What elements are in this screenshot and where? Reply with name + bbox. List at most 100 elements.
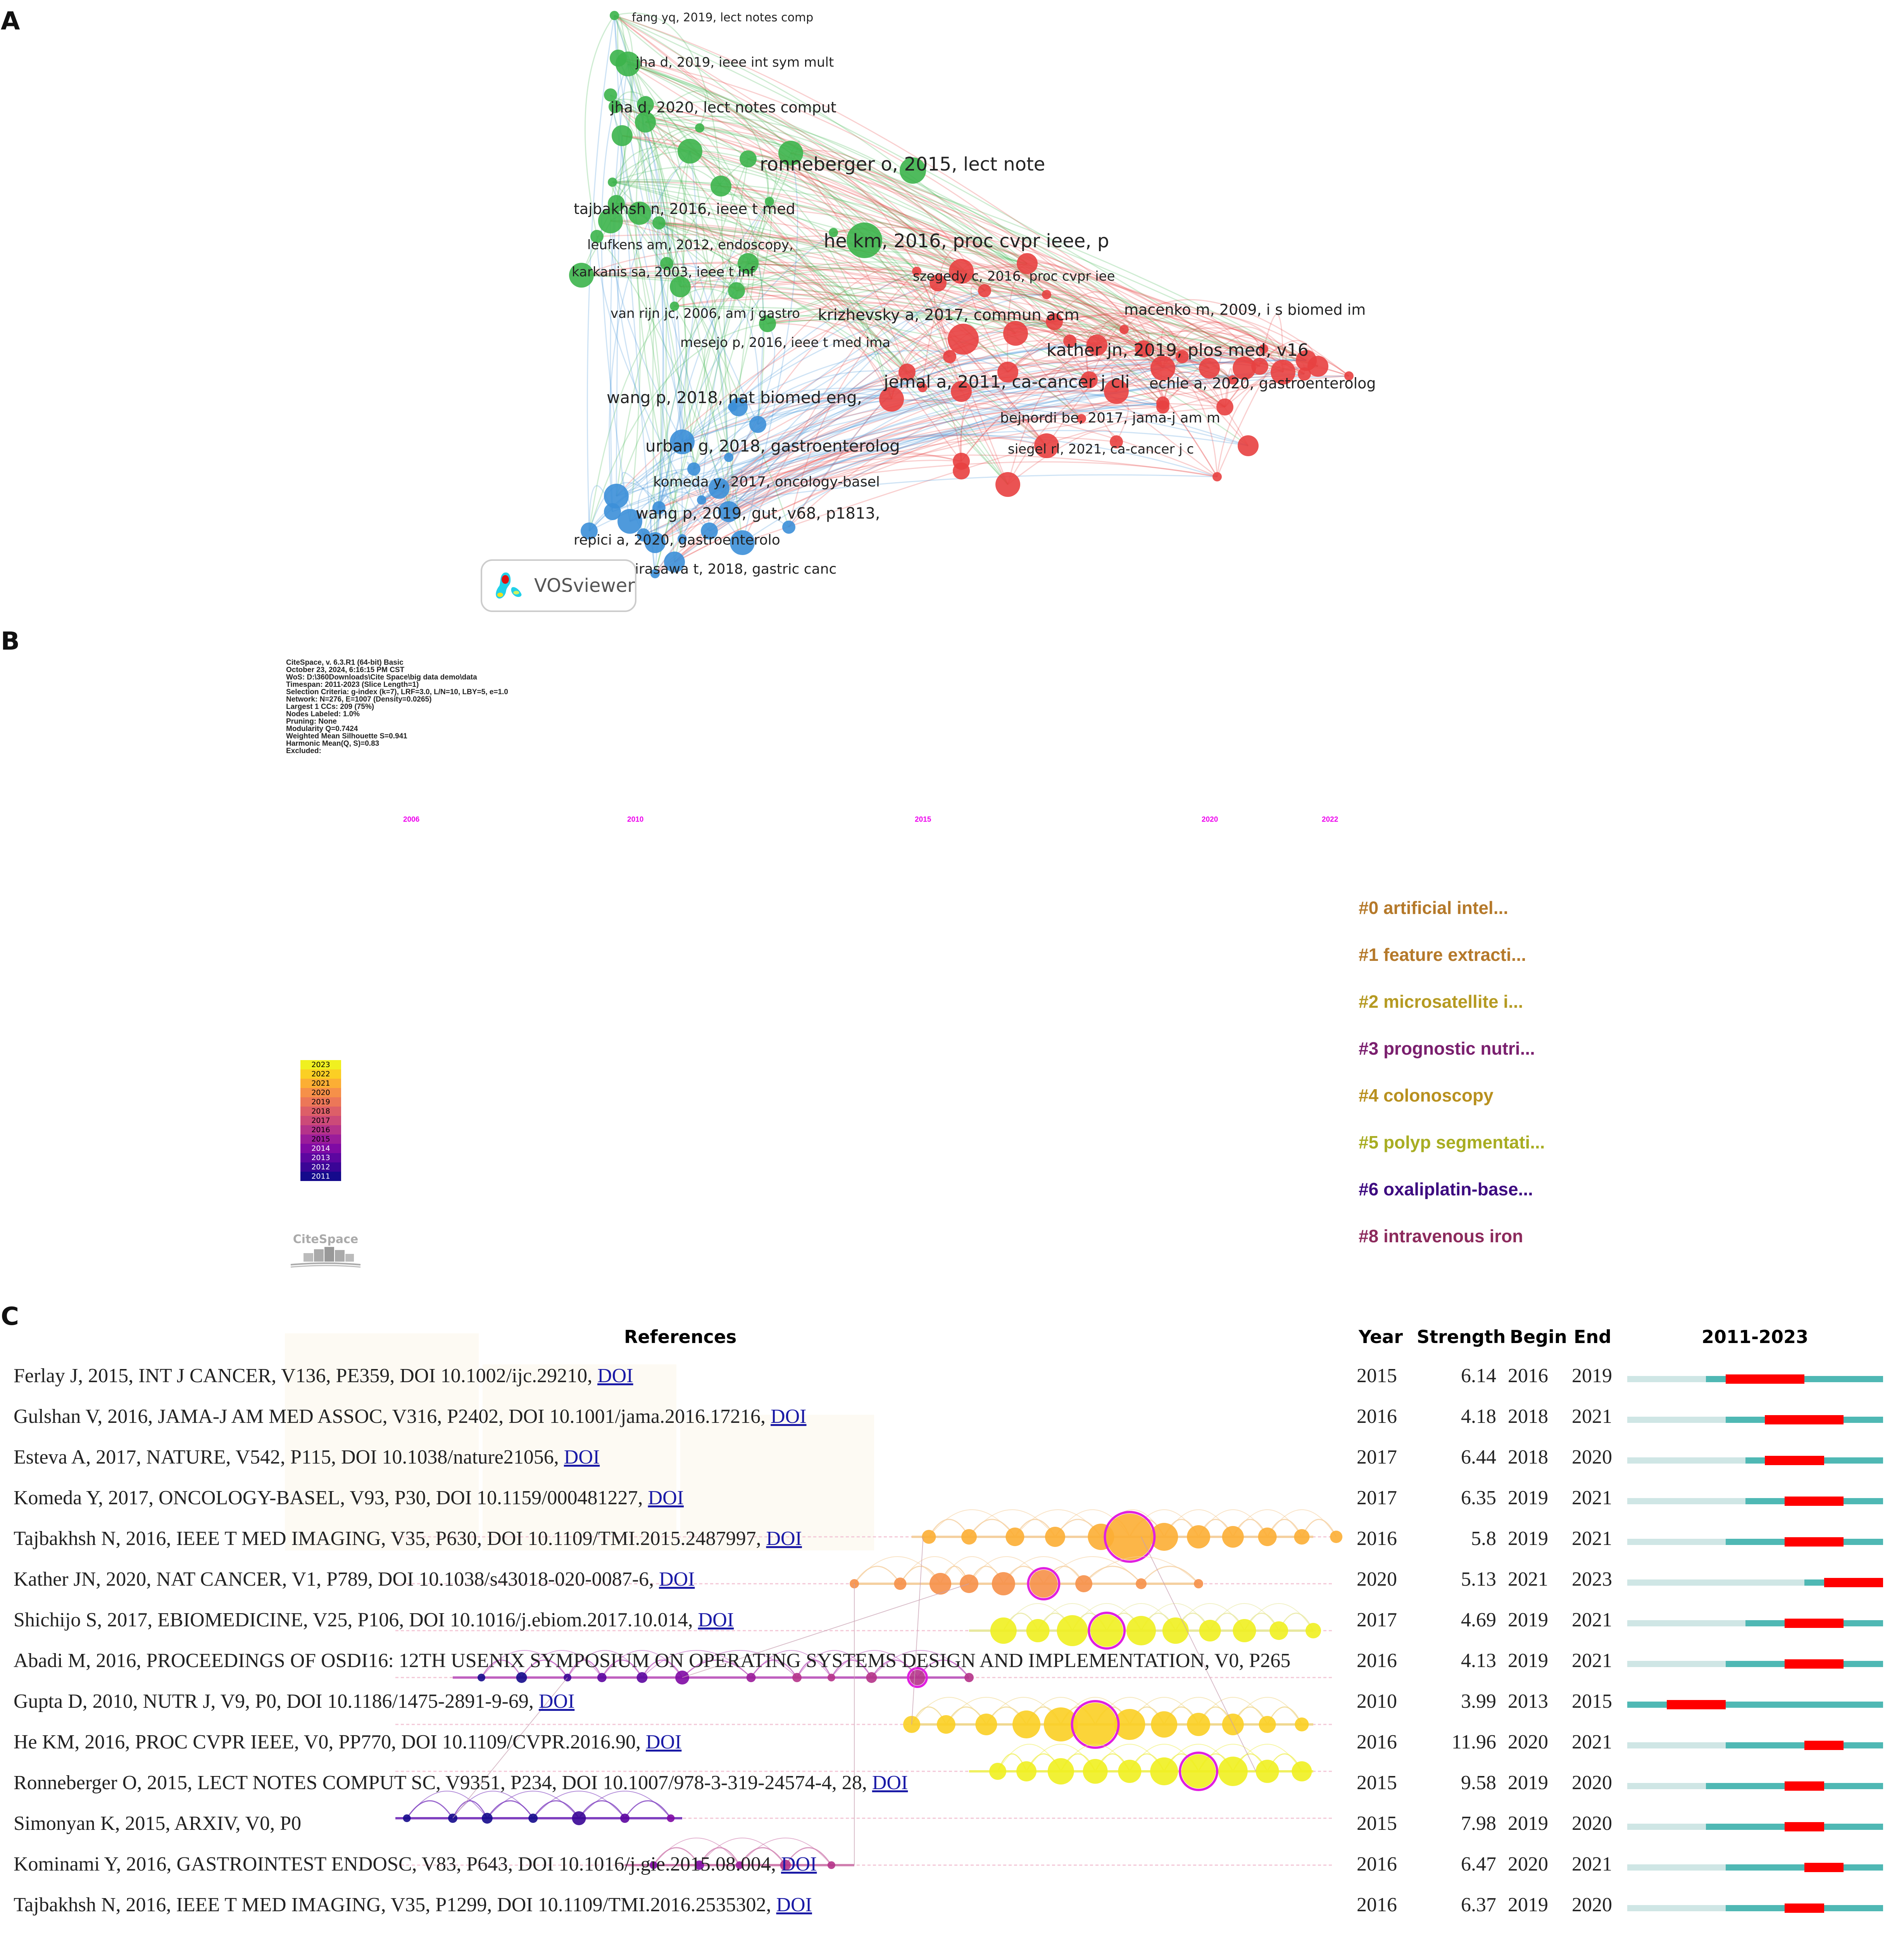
network-edge bbox=[658, 491, 729, 512]
doi-link[interactable]: DOI bbox=[538, 1690, 575, 1712]
citation-node bbox=[746, 1673, 756, 1682]
burst-period-bar bbox=[1804, 1863, 1844, 1872]
track-arc bbox=[567, 1659, 603, 1678]
network-node-red bbox=[978, 284, 991, 297]
cluster-label: #5 polyp segmentati... bbox=[1359, 1132, 1545, 1152]
network-edge bbox=[659, 222, 759, 425]
doi-link[interactable]: DOI bbox=[776, 1894, 812, 1916]
network-edge bbox=[701, 461, 1218, 501]
network-edge bbox=[674, 306, 743, 543]
network-edge bbox=[984, 290, 1218, 477]
network-edge bbox=[747, 158, 769, 264]
network-node-green bbox=[608, 195, 625, 212]
begin-cell: 2019 bbox=[1508, 1609, 1548, 1631]
network-edge bbox=[659, 222, 962, 392]
doi-link[interactable]: DOI bbox=[771, 1405, 807, 1428]
network-edge bbox=[622, 135, 1260, 367]
network-node-blue bbox=[645, 532, 666, 553]
network-edge bbox=[658, 232, 834, 508]
burst-table-row: Gupta D, 2010, NUTR J, V9, P0, DOI 10.11… bbox=[0, 1690, 1904, 1731]
burst-table-row: Esteva A, 2017, NATURE, V542, P115, DOI … bbox=[0, 1446, 1904, 1486]
doi-link[interactable]: DOI bbox=[564, 1446, 600, 1468]
doi-link[interactable]: DOI bbox=[872, 1772, 908, 1794]
network-edge bbox=[627, 63, 1009, 485]
citation-node bbox=[930, 1573, 951, 1595]
network-node-red bbox=[1199, 358, 1220, 379]
burst-timeline bbox=[1627, 1578, 1883, 1587]
citation-node bbox=[975, 1714, 997, 1735]
track-arc bbox=[1232, 1697, 1302, 1725]
end-header: End bbox=[1574, 1326, 1612, 1347]
network-edge bbox=[616, 203, 1283, 373]
legend-year-2019: 2019 bbox=[300, 1097, 341, 1107]
network-edge bbox=[732, 201, 772, 407]
burst-period-bar bbox=[1785, 1537, 1844, 1547]
network-edge bbox=[1224, 368, 1233, 407]
reference-citation: Shichijo S, 2017, EBIOMEDICINE, V25, P10… bbox=[14, 1609, 734, 1631]
network-edge bbox=[628, 63, 962, 272]
network-edge bbox=[701, 344, 1097, 501]
network-node-red bbox=[918, 383, 927, 392]
network-edge bbox=[596, 236, 743, 543]
doi-link[interactable]: DOI bbox=[766, 1528, 802, 1550]
network-edge bbox=[1069, 309, 1349, 377]
network-edge bbox=[616, 398, 892, 497]
node-label: wang p, 2019, gut, v68, p1813, bbox=[636, 505, 880, 522]
citation-node bbox=[1181, 1754, 1216, 1788]
network-edge bbox=[748, 263, 1349, 377]
burst-inactive-segment bbox=[1627, 1539, 1726, 1545]
reference-text: Esteva A, 2017, NATURE, V542, P115, DOI … bbox=[14, 1446, 564, 1468]
reference-citation: Simonyan K, 2015, ARXIV, V0, P0 bbox=[14, 1812, 301, 1835]
doi-link[interactable]: DOI bbox=[659, 1568, 695, 1590]
network-edge bbox=[732, 397, 1218, 478]
citation-node bbox=[1136, 1578, 1147, 1589]
doi-link[interactable]: DOI bbox=[835, 1935, 871, 1938]
network-edge bbox=[1088, 321, 1125, 380]
reference-citation: He KM, 2016, PROC CVPR IEEE, V0, PP770, … bbox=[14, 1731, 681, 1754]
network-node-red bbox=[1087, 334, 1107, 355]
reference-text: He KM, 2016, PROC CVPR IEEE, V0, PP770, … bbox=[14, 1731, 646, 1753]
doi-link[interactable]: DOI bbox=[698, 1609, 734, 1631]
network-node-red bbox=[1156, 400, 1169, 414]
network-node-green bbox=[610, 11, 619, 20]
year-cell: 2010 bbox=[1357, 1690, 1397, 1712]
doi-link[interactable]: DOI bbox=[648, 1487, 684, 1509]
burst-active-segment bbox=[1627, 1702, 1883, 1708]
network-edge bbox=[584, 15, 615, 237]
network-edge bbox=[588, 482, 683, 539]
network-edge bbox=[689, 151, 730, 458]
info-line: Timespan: 2011-2023 (Slice Length=1) bbox=[286, 681, 419, 689]
burst-period-bar bbox=[1785, 1822, 1824, 1831]
year-cell: 2017 bbox=[1357, 1487, 1397, 1509]
doi-link[interactable]: DOI bbox=[781, 1853, 817, 1875]
network-edge bbox=[612, 181, 1124, 330]
burst-inactive-segment bbox=[1627, 1457, 1745, 1464]
network-edge bbox=[618, 57, 1125, 330]
reference-text: Shichijo S, 2017, EBIOMEDICINE, V25, P10… bbox=[14, 1609, 698, 1631]
burst-timeline bbox=[1627, 1374, 1883, 1384]
cluster-label: #0 artificial intel... bbox=[1359, 898, 1509, 918]
track-arc bbox=[1083, 1566, 1142, 1584]
network-edge bbox=[728, 347, 1264, 512]
reference-text: Tajbakhsh N, 2016, IEEE T MED IMAGING, V… bbox=[14, 1894, 776, 1916]
doi-link[interactable]: DOI bbox=[597, 1365, 633, 1387]
citation-node bbox=[989, 1763, 1006, 1780]
burst-timeline bbox=[1627, 1741, 1883, 1750]
track-arc bbox=[854, 1566, 901, 1584]
network-edge bbox=[655, 453, 962, 543]
legend-year-2011: 2011 bbox=[300, 1172, 341, 1181]
network-node-red bbox=[1135, 340, 1152, 357]
network-edge bbox=[1007, 348, 1307, 373]
network-node-red bbox=[1104, 379, 1129, 404]
strength-cell: 11.96 bbox=[1451, 1731, 1496, 1753]
network-edge bbox=[581, 270, 1260, 367]
network-node-red bbox=[995, 472, 1020, 497]
network-edge bbox=[891, 344, 950, 400]
year-cell: 2017 bbox=[1357, 1446, 1397, 1468]
doi-link[interactable]: DOI bbox=[645, 1731, 682, 1753]
network-edge bbox=[736, 290, 1047, 446]
network-edge bbox=[643, 159, 749, 535]
reference-citation: Tajbakhsh N, 2016, IEEE T MED IMAGING, V… bbox=[14, 1893, 812, 1916]
network-node-red bbox=[912, 267, 921, 276]
network-hub-node bbox=[948, 324, 979, 355]
